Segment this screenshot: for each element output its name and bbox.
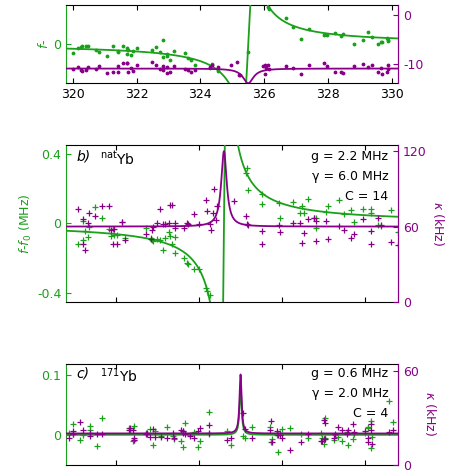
Y-axis label: $f$-$f_0$ (MHz): $f$-$f_0$ (MHz) xyxy=(18,193,34,254)
Text: c): c) xyxy=(76,366,89,381)
Text: $^{171}$Yb: $^{171}$Yb xyxy=(100,366,137,385)
Text: b): b) xyxy=(76,150,91,164)
Text: $^{\rm nat}$Yb: $^{\rm nat}$Yb xyxy=(100,150,135,167)
Text: g = 2.2 MHz
γ = 6.0 MHz
C = 14: g = 2.2 MHz γ = 6.0 MHz C = 14 xyxy=(311,150,388,202)
Y-axis label: $\kappa$ (kHz): $\kappa$ (kHz) xyxy=(431,201,446,246)
Y-axis label: $\kappa$ (kHz): $\kappa$ (kHz) xyxy=(423,392,438,437)
Y-axis label: $f$-: $f$- xyxy=(36,39,51,49)
Text: g = 0.6 MHz
γ = 2.0 MHz
C = 4: g = 0.6 MHz γ = 2.0 MHz C = 4 xyxy=(311,366,388,419)
